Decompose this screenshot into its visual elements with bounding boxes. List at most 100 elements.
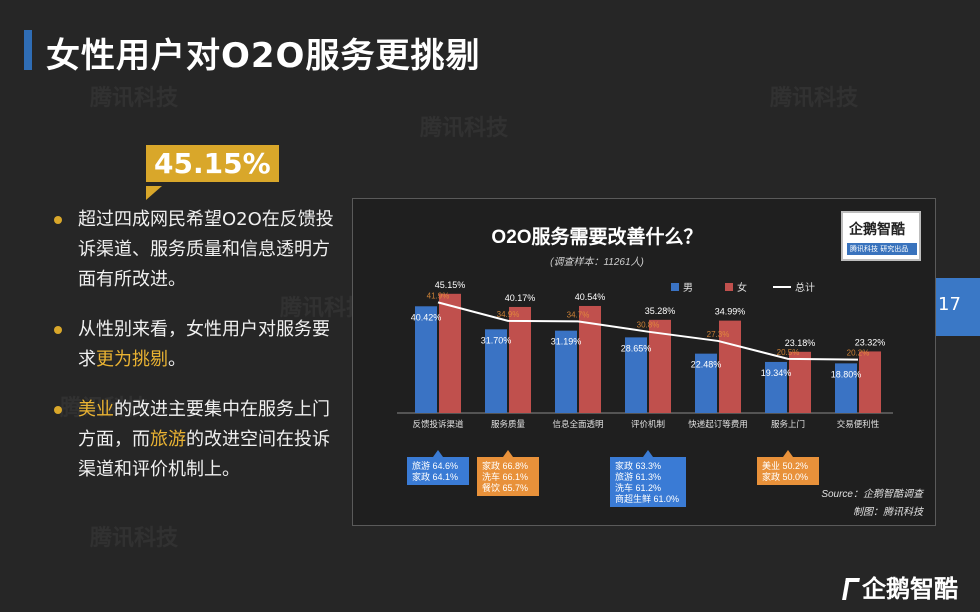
callout-text: 家政 50.0% [762,471,808,482]
bullet-item: 从性别来看，女性用户对服务要求更为挑剔。 [52,315,342,375]
legend-label: 女 [737,281,747,294]
penguin-logo-icon [842,578,860,600]
callout-text: 家政 66.8% [482,460,528,471]
bar-chart: O2O服务需要改善什么？ (调查样本：11261人) 男 女 总计 40.42% 45.15… [397,225,925,518]
category-tick-label: 服务质量 [491,419,526,429]
bar-male [695,353,717,413]
callout-text: 餐饮 65.7% [482,482,528,493]
chart-panel: O2O服务需要改善什么？ (调查样本：11261人) 男 女 总计 40.42% 45.15… [352,198,936,526]
callout-text: 洗车 61.2% [615,482,661,493]
bullet-text: 的改进空间在投诉渠道和评价机制上。 [78,429,330,480]
bullet-item: 美业的改进主要集中在服务上门方面，而旅游的改进空间在投诉渠道和评价机制上。 [52,395,342,485]
bar-male [555,330,577,413]
data-label-total: 27.3% [707,330,730,339]
chart-credit: 制图：腾讯科技 [853,506,925,518]
bar-female [859,351,881,413]
callout-text: 商超生鲜 61.0% [615,493,679,504]
bar-male [835,363,857,413]
data-label-female: 40.54% [575,292,606,302]
callout-text: 家政 63.3% [615,460,661,471]
category-tick-label: 快递起订等费用 [688,419,748,429]
legend-label: 总计 [795,281,815,294]
watermark: 腾讯科技 [770,86,859,111]
bullet-dot [54,216,62,224]
bullet-text: 的改进主要集中在服务上门方面，而 [78,399,330,450]
data-label-female: 40.17% [505,293,536,303]
data-label-female: 34.99% [715,307,746,317]
data-label-male: 18.80% [831,369,862,379]
bar-male [765,361,787,413]
bar-female [579,305,601,413]
data-label-total: 41.9% [427,291,450,300]
bottom-brand-logo: 企鹅智酷 [842,569,958,604]
headline-stat: 45.15% [146,145,279,182]
total-line [437,301,859,361]
data-label-total: 30.8% [637,321,660,330]
bar-female [789,351,811,413]
chart-source: Source：企鹅智酷调查 [821,488,925,500]
bar-female [509,306,531,413]
bar-male [625,337,647,413]
callout-pointer [503,450,513,457]
legend-swatch [671,283,679,291]
data-label-male: 40.42% [411,312,442,322]
category-tick-label: 评价机制 [631,419,665,429]
bullet-text: 。 [168,349,186,370]
data-label-female: 45.15% [435,280,466,290]
watermark: 腾讯科技 [90,86,179,111]
bullet-highlight: 更为挑剔 [96,349,168,370]
watermark: 腾讯科技 [420,116,509,141]
legend-label: 男 [683,282,693,294]
brand-tagline: 腾讯科技 研究出品 [847,243,917,255]
brand-logo-text: 企鹅智酷 [849,222,905,238]
bullet-highlight: 旅游 [150,429,186,450]
data-label-male: 31.19% [551,337,582,347]
bar-female [719,320,741,413]
page-number-tab: 17 [914,278,980,336]
data-label-total: 20.5% [777,348,800,357]
brand-logo-box: 企鹅智酷 腾讯科技 研究出品 [841,211,921,261]
bar-male [485,329,507,413]
legend-swatch [725,283,733,291]
data-label-male: 31.70% [481,335,512,345]
data-label-total: 34.7% [567,310,590,319]
callout-box [757,457,819,485]
bullet-dot [54,406,62,414]
bottom-brand-text: 企鹅智酷 [862,575,958,603]
callout-box [610,457,686,507]
bar-male [415,306,437,413]
bullet-list: 超过四成网民希望O2O在反馈投诉渠道、服务质量和信息透明方面有所改进。 从性别来… [52,205,342,505]
watermark: 腾讯科技 [60,396,149,421]
data-label-female: 23.18% [785,338,816,348]
category-tick-label: 交易便利性 [837,419,880,429]
category-tick-label: 反馈投诉渠道 [412,419,464,429]
data-label-total: 20.2% [847,349,870,358]
bar-female [649,319,671,413]
headline-stat-tail [146,186,162,200]
data-label-total: 34.9% [497,310,520,319]
callout-text: 旅游 61.3% [615,471,661,482]
callout-pointer [643,450,653,457]
callout-text: 旅游 64.6% [412,460,458,471]
bullet-dot [54,326,62,334]
watermark: 腾讯科技 [90,526,179,551]
callout-text: 美业 50.2% [762,460,808,471]
chart-subtitle: (调查样本：11261人) [550,256,644,268]
callout-pointer [433,450,443,457]
category-tick-label: 服务上门 [771,419,805,429]
page-number: 17 [938,294,961,315]
callout-box [477,457,539,496]
bullet-text: 超过四成网民希望O2O在反馈投诉渠道、服务质量和信息透明方面有所改进。 [78,209,334,290]
data-label-male: 28.65% [621,343,652,353]
title-accent-bar [24,30,32,70]
data-label-female: 23.32% [855,337,886,347]
bullet-item: 超过四成网民希望O2O在反馈投诉渠道、服务质量和信息透明方面有所改进。 [52,205,342,295]
bullet-text: 从性别来看，女性用户对服务要求 [78,319,330,370]
bar-female [439,293,461,413]
callout-pointer [783,450,793,457]
data-label-male: 19.34% [761,368,792,378]
data-label-male: 22.48% [691,360,722,370]
callout-box [407,457,469,485]
data-label-female: 35.28% [645,306,676,316]
bullet-highlight: 美业 [78,399,114,420]
